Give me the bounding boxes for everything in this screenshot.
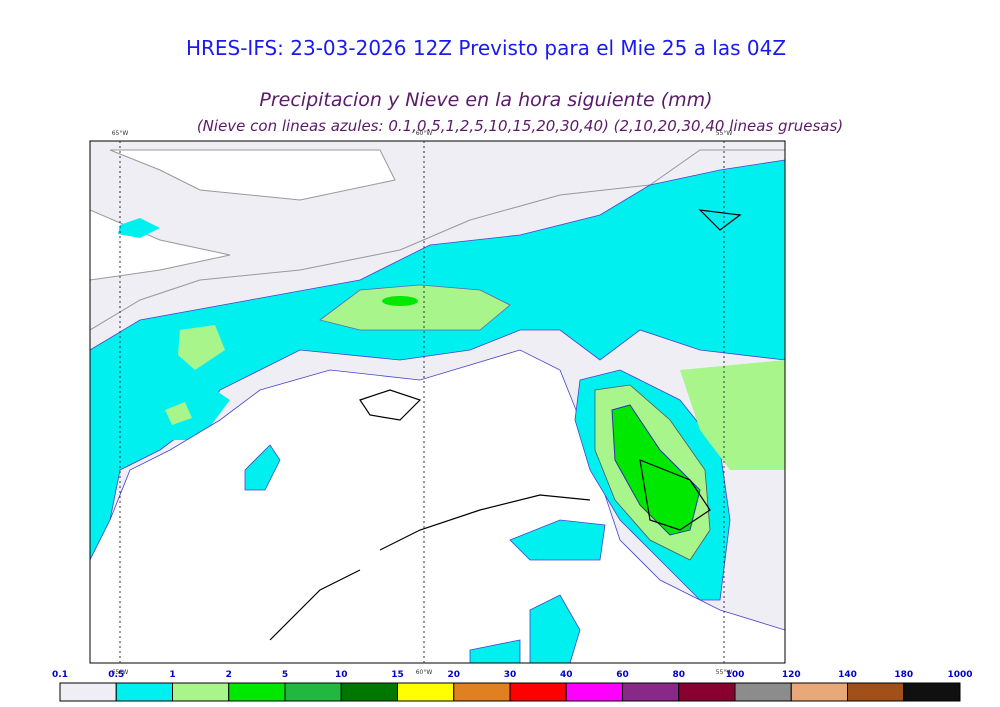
color-box <box>59 682 117 702</box>
map <box>90 141 785 663</box>
color-box <box>565 682 623 702</box>
precip-area <box>319 284 511 331</box>
snow-contour <box>269 209 742 641</box>
colorbar-label: 20 <box>447 670 460 680</box>
lon-label: 60°W <box>416 130 433 137</box>
colorbar-label: 1 <box>169 670 175 680</box>
colorbar-label: 180 <box>894 670 913 680</box>
lon-label: 65°W <box>112 130 129 137</box>
precip-area <box>165 325 225 425</box>
color-box <box>847 682 905 702</box>
precip-area <box>382 296 418 306</box>
colorbar-label: 1000 <box>947 670 972 680</box>
colorbar-label: 15 <box>391 670 404 680</box>
colorbar-label: 100 <box>726 670 745 680</box>
dry-area <box>90 349 785 663</box>
colorbar-label: 80 <box>672 670 685 680</box>
subtitle: Precipitacion y Nieve en la hora siguien… <box>259 89 712 111</box>
snow-contour <box>359 389 711 531</box>
colorbar-label: 30 <box>504 670 517 680</box>
color-box <box>397 682 455 702</box>
color-box <box>734 682 792 702</box>
precip-area <box>611 404 701 536</box>
precip-area <box>244 444 606 663</box>
color-box <box>678 682 736 702</box>
colorbar-label: 120 <box>782 670 801 680</box>
color-box <box>453 682 511 702</box>
precip-area <box>680 360 785 470</box>
color-box <box>115 682 173 702</box>
title: HRES-IFS: 23-03-2026 12Z Previsto para e… <box>186 36 786 60</box>
precip-area <box>690 200 780 250</box>
colorbar-label: 0.1 <box>52 670 68 680</box>
precip-area <box>90 159 785 561</box>
color-box <box>172 682 230 702</box>
color-box <box>284 682 342 702</box>
lon-label: 55°W <box>716 130 733 137</box>
colorbar-label: 5 <box>282 670 288 680</box>
dry-area <box>90 149 396 281</box>
lon-label: 65°W <box>112 669 129 676</box>
lon-label: 55°W <box>716 669 733 676</box>
color-box <box>622 682 680 702</box>
color-box <box>509 682 567 702</box>
colorbar-label: 0.5 <box>108 670 124 680</box>
map-frame <box>89 140 786 664</box>
precip-area <box>118 218 160 238</box>
note: (Nieve con lineas azules: 0.1,0.5,1,2,5,… <box>197 117 843 135</box>
color-box <box>790 682 848 702</box>
colorbar-label: 60 <box>616 670 629 680</box>
colorbar-label: 40 <box>560 670 573 680</box>
color-box <box>903 682 961 702</box>
lon-label: 60°W <box>416 669 433 676</box>
precip-area <box>150 380 230 440</box>
colorbar-label: 2 <box>226 670 232 680</box>
colorbar-label: 10 <box>335 670 348 680</box>
colorbar-label: 140 <box>838 670 857 680</box>
color-box <box>340 682 398 702</box>
color-box <box>228 682 286 702</box>
